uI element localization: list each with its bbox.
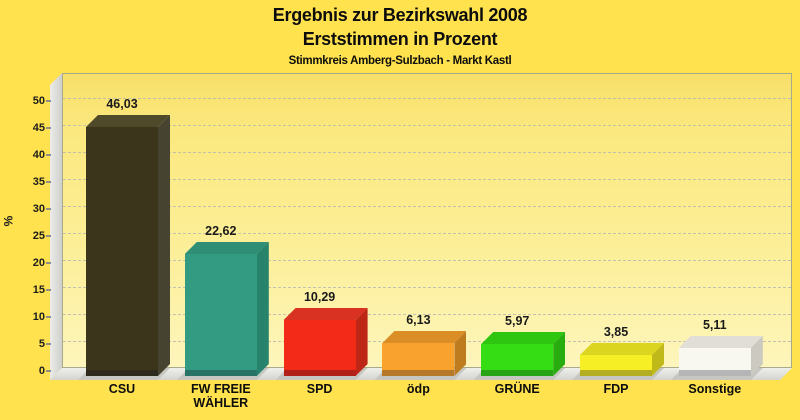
gridline-40 [63,152,791,153]
y-tick-mark [46,343,51,345]
chart-subtitle: Stimmkreis Amberg-Sulzbach - Markt Kastl [288,55,512,67]
x-category-label: Sonstige [688,382,742,396]
bar-bottom-shade [580,370,652,376]
chart-title-line1: Ergebnis zur Bezirkswahl 2008 [272,5,528,25]
x-category-label: FDP [603,382,629,396]
chart-title-line2: Erststimmen in Prozent [302,29,498,49]
bar-5 [580,355,652,376]
y-tick-label: 45 [32,122,45,134]
gridline-10 [63,314,791,315]
x-category-label: SPD [306,382,333,396]
bar-side-4 [553,332,566,376]
bar-bottom-shade [184,370,257,376]
gridline-35 [63,179,791,180]
y-tick-label: 35 [32,176,45,188]
bar-top-0 [86,115,170,127]
bar-value-label: 6,13 [406,313,431,327]
gridline-20 [63,260,791,261]
y-tick-mark [46,289,51,291]
y-tick-mark [46,127,51,129]
gridline-50 [63,98,791,99]
bar-value-label: 10,29 [303,290,336,304]
y-tick-mark [46,154,51,156]
bar-side-2 [355,308,368,376]
bar-value-label: 5,97 [505,314,530,328]
plot-area [62,73,792,368]
bar-side-1 [256,242,269,376]
y-tick-mark [46,208,51,210]
y-tick-label: 5 [38,338,45,350]
gridline-15 [63,287,791,288]
bar-bottom-shade [86,370,158,376]
gridline-45 [63,125,791,126]
bar-top-5 [580,343,664,355]
bar-side-3 [454,331,467,376]
bar-value-label: 46,03 [106,97,138,111]
y-tick-label: 10 [32,311,45,323]
y-tick-label: 0 [38,365,45,377]
bar-0 [86,127,158,376]
y-tick-mark [46,235,51,237]
y-tick-label: 30 [32,203,45,215]
x-category-label: CSU [108,382,136,396]
gridline-25 [63,233,791,234]
bar-1 [184,254,257,376]
axis-wall-left [50,73,62,380]
bar-2 [283,320,356,376]
bar-bottom-shade [481,370,554,376]
bar-side-6 [750,336,763,376]
bar-bottom-shade [678,370,751,376]
bar-top-6 [678,336,763,348]
bar-side-0 [158,115,170,376]
y-tick-label: 20 [32,257,45,269]
bar-value-label: 3,85 [603,325,629,339]
y-tick-mark [46,370,51,372]
bar-top-1 [184,242,269,254]
y-tick-mark [46,316,51,318]
bar-4 [481,344,554,376]
y-tick-mark [46,181,51,183]
bar-bottom-shade [283,370,356,376]
y-axis-title: % [1,215,16,227]
x-category-label: FW FREIE WÄHLER [190,382,251,410]
y-tick-label: 40 [32,149,45,161]
x-category-label: GRÜNE [494,382,540,396]
bar-3 [382,343,455,376]
y-tick-label: 50 [32,95,45,107]
bar-top-2 [283,308,368,320]
bar-value-label: 22,62 [205,224,237,238]
bar-value-label: 5,11 [702,318,727,332]
y-tick-mark [46,100,51,102]
bar-bottom-shade [382,370,455,376]
y-tick-label: 25 [32,230,45,242]
bar-6 [678,348,751,376]
x-category-label: ödp [406,382,430,396]
gridline-30 [63,206,791,207]
y-tick-mark [46,262,51,264]
bar-top-4 [481,332,566,344]
bar-top-3 [382,331,467,343]
y-tick-label: 15 [32,284,45,296]
